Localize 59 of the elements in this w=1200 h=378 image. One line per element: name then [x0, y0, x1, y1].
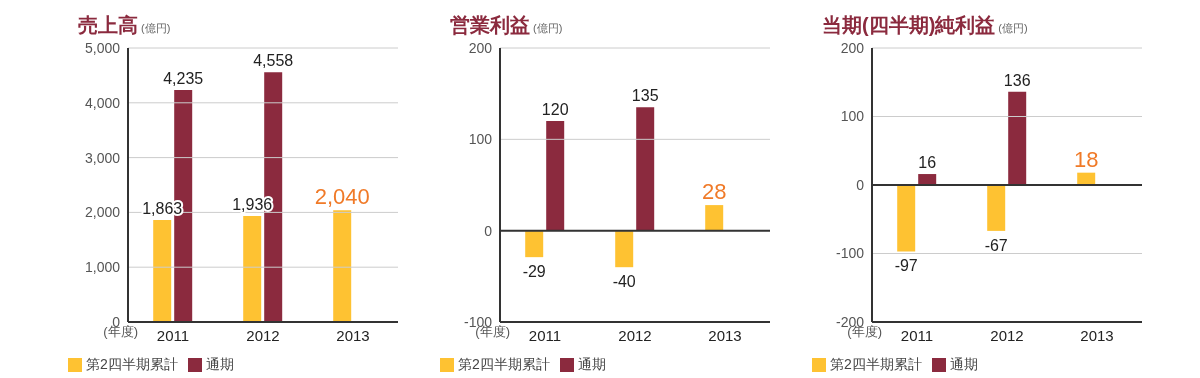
y-tick-label: 0: [856, 176, 865, 193]
data-label: 16: [918, 154, 937, 172]
y-axis-title: (億円): [998, 22, 1028, 34]
bar: [615, 230, 634, 268]
legend-label: 通期: [949, 356, 978, 372]
x-tick-label: 2013: [1080, 326, 1114, 344]
data-label: 4,235: [163, 69, 204, 87]
x-tick-label: 2013: [708, 326, 742, 344]
bar: [546, 121, 565, 231]
data-label: -67: [984, 236, 1008, 254]
data-label: 1,863: [142, 199, 183, 217]
bar: [243, 215, 262, 322]
x-tick-label: 2011: [156, 326, 190, 344]
y-tick-label: 1,000: [84, 259, 121, 276]
bar: [705, 205, 724, 231]
legend-label: 第2四半期累計: [458, 356, 550, 372]
bar: [1008, 91, 1027, 185]
bar: [153, 219, 172, 322]
data-label: 2,040: [314, 184, 370, 210]
y-tick-label: 100: [840, 108, 865, 125]
y-tick-label: 5,000: [84, 39, 121, 56]
legend-label: 通期: [577, 356, 606, 372]
legend-label: 第2四半期累計: [830, 356, 922, 372]
y-tick-label: 3,000: [84, 149, 121, 166]
x-tick-label: 2011: [900, 326, 934, 344]
y-axis-title: (億円): [533, 22, 563, 34]
legend-label: 通期: [205, 356, 234, 372]
x-tick-label: 2012: [618, 326, 652, 344]
y-axis-title: (億円): [141, 22, 171, 34]
y-tick-label: 100: [468, 131, 493, 148]
data-label: 120: [541, 101, 569, 119]
bar: [987, 185, 1006, 231]
bar: [918, 174, 937, 185]
y-tick-label: 200: [468, 39, 493, 56]
bar: [333, 210, 352, 322]
bar: [636, 107, 655, 231]
data-label: -29: [522, 263, 546, 281]
data-label: 4,558: [253, 52, 294, 70]
chart-title: 当期(四半期)純利益: [822, 14, 996, 36]
data-label: 136: [1003, 71, 1031, 89]
legend-label: 第2四半期累計: [86, 356, 178, 372]
data-label: 18: [1073, 146, 1099, 172]
data-label: -97: [894, 257, 918, 275]
y-tick-label: 4,000: [84, 94, 121, 111]
data-label: 135: [631, 87, 659, 105]
y-tick-label: -100: [835, 245, 865, 262]
x-tick-label: 2013: [336, 326, 370, 344]
x-tick-label: 2012: [990, 326, 1024, 344]
y-tick-label: 200: [840, 39, 865, 56]
x-tick-label: 2011: [528, 326, 562, 344]
bar: [525, 230, 544, 258]
y-tick-label: 0: [484, 222, 493, 239]
data-label: -40: [612, 273, 636, 291]
chart-title: 売上高: [78, 14, 138, 36]
data-label: 28: [701, 179, 727, 205]
x-tick-label: 2012: [246, 326, 280, 344]
chart-title: 営業利益: [450, 14, 530, 36]
y-tick-label: 2,000: [84, 204, 121, 221]
bar: [897, 185, 916, 252]
